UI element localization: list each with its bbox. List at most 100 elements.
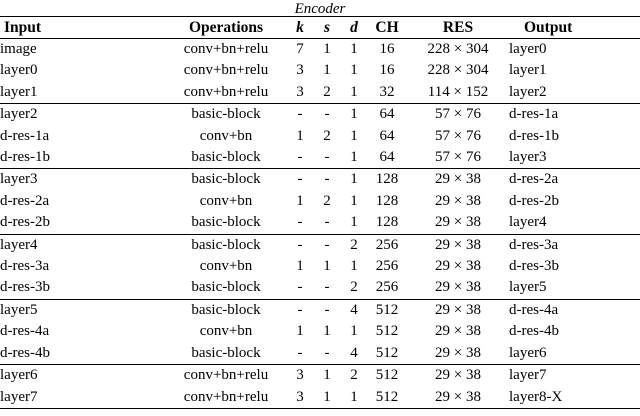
table-section-2: layer2 basic-block - -1 64 57 × 76 d-res-1a d-r… xyxy=(0,103,640,169)
table-cell: - xyxy=(324,301,330,318)
table-section-3: layer3 basic-block - -1 128 29 × 38 d-res-2a d-… xyxy=(0,168,640,234)
table-row: layer1 conv+bn+relu 3 2 1 32 114 × 152 layer2 xyxy=(0,82,640,104)
table-cell: conv+bn+relu xyxy=(183,41,269,57)
table-cell: 1 xyxy=(350,258,358,275)
table-cell: 1 xyxy=(350,41,358,57)
table-cell: layer5 xyxy=(0,301,38,318)
table-cell: 64 xyxy=(379,149,395,166)
table-cell: layer6 xyxy=(0,367,38,384)
column-header-operations: Operations xyxy=(165,16,287,39)
table-cell: d-res-2b xyxy=(509,192,559,209)
table-cell: layer7 xyxy=(0,388,38,405)
table-cell: d-res-2a xyxy=(509,171,559,188)
table-cell: layer2 xyxy=(509,83,547,100)
table-cell: 3 xyxy=(296,367,304,384)
table-cell: layer1 xyxy=(509,62,547,79)
table-cell: - xyxy=(324,149,330,166)
table-cell: layer8-X xyxy=(509,388,563,405)
table-header-row: Input Operations k s d CH RES Output xyxy=(0,16,640,39)
column-header-input: Input xyxy=(0,16,165,39)
table-cell: 29 × 38 xyxy=(435,279,481,296)
table-cell: 1 xyxy=(323,41,331,57)
table-cell: 29 × 38 xyxy=(435,214,481,231)
table-header: Input Operations k s d CH RES Output xyxy=(0,16,640,39)
column-header-d: d xyxy=(341,16,367,39)
table-cell: d-res-1a xyxy=(0,127,50,144)
table-cell: conv+bn+relu xyxy=(183,388,269,405)
table-cell: - xyxy=(297,279,303,296)
table-cell: 1 xyxy=(296,323,304,340)
table-cell: d-res-1b xyxy=(509,127,559,144)
table-cell: - xyxy=(324,214,330,231)
table-cell: conv+bn xyxy=(199,323,253,340)
table-cell: 1 xyxy=(350,171,358,188)
table-row: d-res-1b basic-block - - 1 64 57 × 76 layer3 xyxy=(0,147,640,169)
table-cell: d-res-4b xyxy=(0,344,50,361)
table-cell: 512 xyxy=(375,367,399,384)
table-cell: image xyxy=(0,41,37,57)
table-cell: layer5 xyxy=(509,279,547,296)
table-title: Encoder xyxy=(294,1,346,17)
column-header-k: k xyxy=(287,16,313,39)
table-row: layer7 conv+bn+relu 3 1 1 512 29 × 38 layer8-X xyxy=(0,387,640,409)
table-cell: 2 xyxy=(323,127,331,144)
table-cell: conv+bn+relu xyxy=(183,62,269,79)
table-row: layer5 basic-block - - 4 512 29 × 38 d-res-4a xyxy=(0,299,640,321)
table-cell: basic-block xyxy=(191,301,261,318)
table-cell: basic-block xyxy=(191,344,261,361)
table-cell: - xyxy=(324,344,330,361)
table-cell: 114 × 152 xyxy=(427,83,489,100)
table-row: layer4 basic-block - - 2 256 29 × 38 d-res-3a xyxy=(0,234,640,256)
table-cell: 29 × 38 xyxy=(435,367,481,384)
table-cell: layer1 xyxy=(0,83,38,100)
table-cell: basic-block xyxy=(191,171,261,188)
table-cell: 256 xyxy=(375,258,399,275)
table-cell: 4 xyxy=(350,344,358,361)
table-cell: layer0 xyxy=(509,41,547,57)
table-cell: 2 xyxy=(323,83,331,100)
table-row: d-res-3a conv+bn 1 1 1 256 29 × 38 d-res-3b xyxy=(0,256,640,277)
table-cell: d-res-3b xyxy=(509,258,559,275)
table-cell: 256 xyxy=(375,236,399,253)
table-cell: 1 xyxy=(296,127,304,144)
table-cell: 2 xyxy=(350,279,358,296)
table-section-4: layer4 basic-block - -2 256 29 × 38 d-res-3a d-… xyxy=(0,234,640,299)
table-cell: - xyxy=(324,106,330,123)
table-cell: 512 xyxy=(375,344,399,361)
table-cell: 228 × 304 xyxy=(427,41,489,57)
table-cell: 1 xyxy=(323,388,331,405)
table-cell: 29 × 38 xyxy=(435,236,481,253)
table-cell: conv+bn+relu xyxy=(183,367,269,384)
table-row: d-res-2a conv+bn 1 2 1 128 29 × 38 d-res-2b xyxy=(0,191,640,212)
table-cell: layer3 xyxy=(0,171,38,188)
table-cell: conv+bn xyxy=(199,192,253,209)
table-cell: layer3 xyxy=(509,149,547,166)
table-cell: 1 xyxy=(323,62,331,79)
table-cell: 57 × 76 xyxy=(435,106,481,123)
table-cell: - xyxy=(297,149,303,166)
table-cell: d-res-2a xyxy=(0,192,50,209)
table-cell: d-res-4a xyxy=(509,301,559,318)
table-cell: 2 xyxy=(350,236,358,253)
table-section-5: layer5 basic-block - - 4 512 29 × 38 d-res-4a d-… xyxy=(0,299,640,364)
table-cell: - xyxy=(297,171,303,188)
table-cell: layer0 xyxy=(0,62,38,79)
table-cell: 1 xyxy=(350,106,358,123)
table-cell: 7 xyxy=(296,41,304,57)
table-cell: 1 xyxy=(350,62,358,79)
table-cell: 1 xyxy=(350,83,358,100)
encoder-architecture-table: Input Operations k s d CH RES Output ima… xyxy=(0,16,640,409)
table-cell: conv+bn xyxy=(199,258,253,275)
table-cell: 29 × 38 xyxy=(435,344,481,361)
table-cell: d-res-1b xyxy=(0,149,50,166)
table-cell: layer7 xyxy=(509,367,547,384)
table-cell: - xyxy=(297,236,303,253)
table-cell: 228 × 304 xyxy=(427,62,489,79)
table-row: layer3 basic-block - - 1 128 29 × 38 d-res-2a xyxy=(0,169,640,191)
table-row: layer2 basic-block - - 1 64 57 × 76 d-res-1a xyxy=(0,104,640,126)
table-cell: 29 × 38 xyxy=(435,171,481,188)
table-cell: basic-block xyxy=(191,149,261,166)
table-cell: 16 xyxy=(379,62,395,79)
table-cell: 3 xyxy=(296,388,304,405)
table-cell: 29 × 38 xyxy=(435,192,481,209)
